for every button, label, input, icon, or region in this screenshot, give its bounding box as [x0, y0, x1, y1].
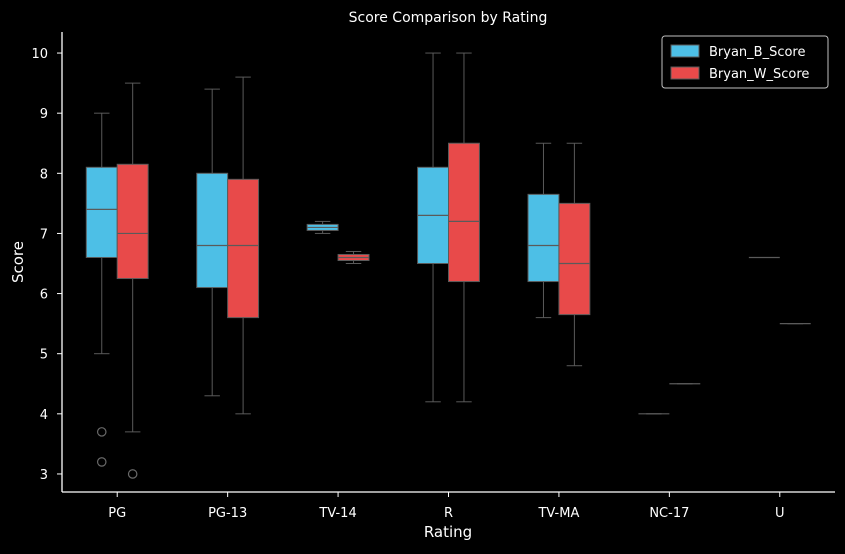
legend-label: Bryan_B_Score	[709, 45, 806, 60]
outlier-point	[96, 457, 107, 467]
box-iqr	[227, 178, 260, 319]
box-Bryan_W_Score-TV-14	[337, 250, 370, 265]
y-tick-label: 3	[40, 468, 48, 483]
y-tick-label: 10	[31, 47, 48, 62]
box-iqr	[85, 166, 118, 258]
y-tick-label: 6	[40, 288, 48, 303]
y-axis-label: Score	[9, 241, 27, 283]
plot-area: 3 4 5 6 7 8 9 10 PG PG-13 TV-14 R TV-MA NC-17 U	[31, 32, 835, 521]
legend-label: Bryan_W_Score	[709, 67, 809, 82]
box-iqr	[116, 163, 149, 280]
x-tick-label: PG-13	[208, 506, 247, 521]
legend-item-Bryan_W_Score: Bryan_W_Score	[670, 66, 809, 82]
box-Bryan_B_Score-PG-13	[196, 88, 229, 397]
y-tick-label: 8	[40, 167, 48, 182]
box-Bryan_W_Score-TV-MA	[558, 142, 591, 367]
box-iqr	[448, 142, 480, 283]
box-iqr	[527, 193, 560, 283]
y-tick-label: 9	[40, 107, 48, 122]
x-tick-label: R	[444, 506, 453, 521]
x-tick-label: PG	[108, 506, 126, 521]
x-tick-label: U	[775, 506, 785, 521]
chart-title: Score Comparison by Rating	[349, 10, 548, 26]
y-tick-label: 4	[40, 408, 48, 423]
legend-swatch	[670, 66, 700, 80]
box-Bryan_B_Score-TV-14	[306, 220, 339, 234]
x-tick-label: TV-14	[318, 506, 356, 521]
box-Bryan_W_Score-R	[448, 52, 480, 403]
box-iqr	[558, 202, 591, 316]
y-tick-label: 5	[40, 348, 48, 363]
box-Bryan_B_Score-R	[417, 52, 449, 403]
legend-frame	[661, 35, 829, 89]
outlier-point	[96, 427, 107, 437]
y-tick-label: 7	[40, 227, 48, 242]
x-tick-label: TV-MA	[537, 506, 579, 521]
x-tick-label: NC-17	[649, 506, 689, 521]
legend-item-Bryan_B_Score: Bryan_B_Score	[670, 44, 806, 60]
x-axis-label: Rating	[424, 523, 472, 541]
box-iqr	[196, 172, 229, 289]
box-Bryan_W_Score-PG-13	[227, 76, 260, 415]
box-Bryan_B_Score-PG	[85, 112, 118, 467]
legend-swatch	[670, 44, 700, 58]
box-Bryan_W_Score-PG	[116, 82, 149, 479]
box-Bryan_B_Score-TV-MA	[527, 142, 560, 319]
outlier-point	[127, 469, 138, 479]
legend: Bryan_B_Score Bryan_W_Score	[661, 35, 829, 89]
